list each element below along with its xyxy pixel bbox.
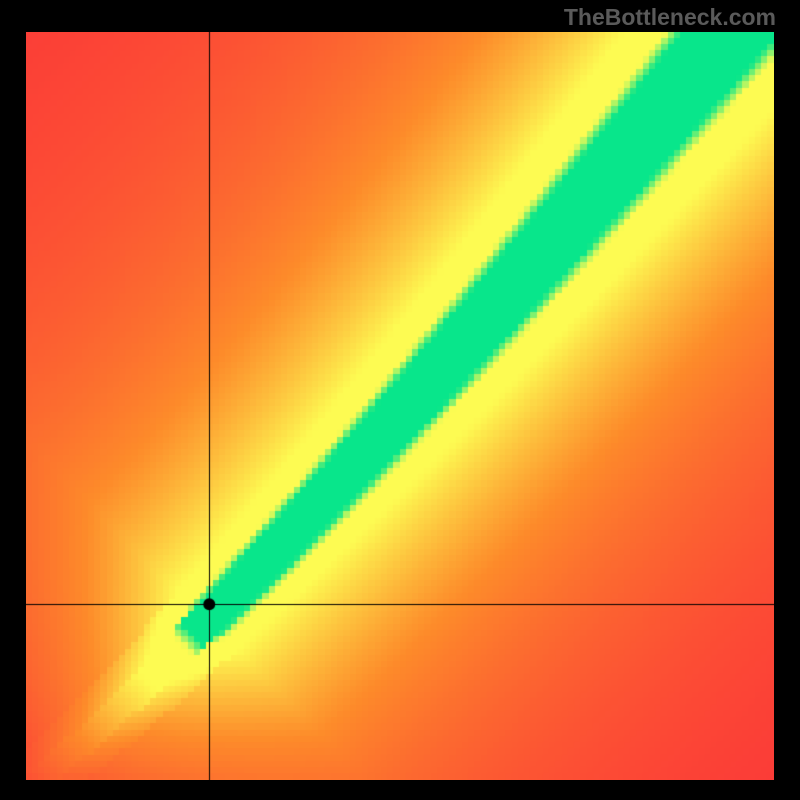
watermark-text: TheBottleneck.com (564, 4, 776, 31)
bottleneck-heatmap (26, 32, 774, 780)
chart-container: TheBottleneck.com (0, 0, 800, 800)
